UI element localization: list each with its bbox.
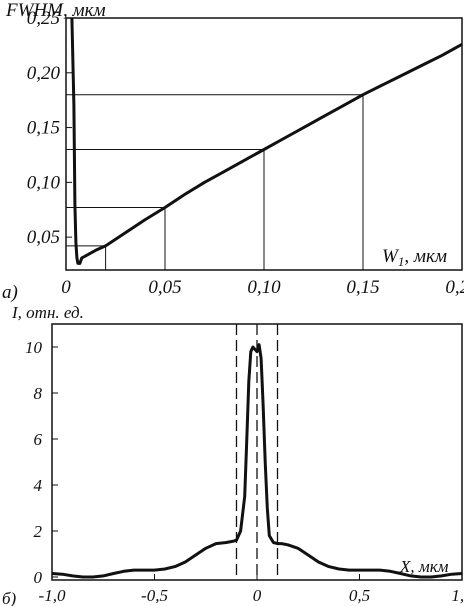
panel-b-x-tick-label: -0,5: [141, 586, 168, 605]
panel-a-fwhm-line: [70, 17, 463, 265]
panel-b-x-ticks: -1,0 -0,5 0 0,5 1,0: [39, 574, 464, 605]
panel-b-series: [51, 343, 463, 579]
panel-a-x-tick-label: 0: [61, 277, 71, 298]
panel-a-y-tick-label: 0,20: [27, 63, 61, 84]
panel-b-y-tick-label: 6: [34, 430, 43, 449]
panel-a-x-tick-label: 0,20: [445, 277, 464, 298]
panel-b-y-tick-label: 2: [34, 522, 43, 541]
panel-b-y-ticks: 0 2 4 6 8 10: [25, 338, 58, 587]
panel-b-y-tick-label: 0: [34, 568, 43, 587]
panel-a-y-tick-label: 0,05: [27, 227, 60, 248]
panel-a-y-tick-label: 0,25: [27, 8, 60, 29]
panel-a-x-tick-label: 0,10: [247, 277, 281, 298]
panel-a-y-tick-label: 0,10: [27, 172, 61, 193]
panel-b-x-tick-label: 0: [253, 586, 262, 605]
panel-a-y-tick-label: 0,15: [27, 118, 60, 139]
panel-a-series: [70, 17, 463, 265]
panel-b-y-tick-label: 10: [25, 338, 43, 357]
panel-a: 0 0,05 0,10 0,15 0,20 0,05 0,10 0,15 0,20 0,25 F…: [2, 0, 464, 303]
panel-b-xlabel: X, мкм: [399, 557, 449, 576]
panel-b-y-tick-label: 8: [34, 384, 43, 403]
panel-a-x-ticks: 0 0,05 0,10 0,15 0,20: [61, 264, 464, 298]
panel-b-y-tick-label: 4: [34, 476, 43, 495]
panel-b-intensity-line: [51, 343, 463, 579]
panel-a-label: а): [2, 282, 18, 303]
panel-b-x-tick-label: 1,0: [451, 586, 464, 605]
panel-b-ylabel: I, отн. ед.: [11, 303, 84, 322]
panel-b: -1,0 -0,5 0 0,5 1,0 0 2 4 6 8 10 I, отн. ед. X, м…: [2, 303, 464, 606]
panel-a-x-tick-label: 0,15: [346, 277, 379, 298]
panel-b-x-tick-label: 0,5: [349, 586, 370, 605]
panel-b-x-tick-label: -1,0: [39, 586, 66, 605]
panel-a-xlabel: W1, мкм: [382, 246, 447, 269]
panel-a-y-ticks: 0,05 0,10 0,15 0,20 0,25: [27, 8, 72, 248]
panel-a-guides: [66, 94, 364, 270]
panel-b-label: б): [2, 589, 17, 606]
panel-a-x-tick-label: 0,05: [148, 277, 181, 298]
panel-a-ylabel: FWHM, мкм: [5, 0, 106, 21]
